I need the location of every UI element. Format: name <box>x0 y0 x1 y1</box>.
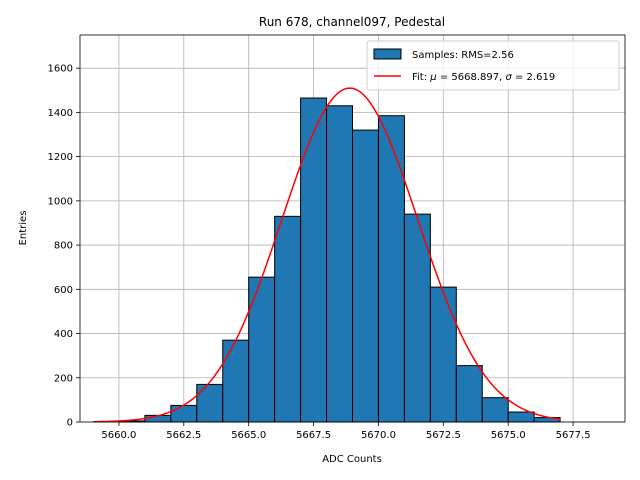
y-tick-label: 1200 <box>48 152 73 163</box>
histogram-bar <box>274 215 302 423</box>
histogram-bar <box>377 115 405 423</box>
chart-title: Run 678, channel097, Pedestal <box>259 15 445 29</box>
histogram-bar <box>326 105 353 423</box>
legend-label-samples: Samples: RMS=2.56 <box>412 50 514 61</box>
x-tick-label: 5672.5 <box>426 430 461 441</box>
y-tick-label: 400 <box>54 329 73 340</box>
plot-frame <box>79 34 626 423</box>
y-tick-label: 600 <box>54 285 73 296</box>
legend-box <box>366 40 620 91</box>
legend-swatch-samples <box>373 48 402 60</box>
x-tick-label: 5662.5 <box>166 430 201 441</box>
x-tick-label: 5675.0 <box>491 430 526 441</box>
y-tick-label: 200 <box>54 373 73 384</box>
y-tick-label: 1400 <box>48 108 73 119</box>
x-tick-label: 5677.5 <box>556 430 591 441</box>
x-tick-label: 5667.5 <box>296 430 331 441</box>
y-tick-label: 1000 <box>48 196 73 207</box>
x-tick-label: 5660.0 <box>101 430 136 441</box>
legend-label-fit: Fit: μ = 5668.897, σ = 2.619 <box>412 72 555 83</box>
x-tick-label: 5670.0 <box>361 430 396 441</box>
y-tick-label: 0 <box>67 418 73 429</box>
histogram-bar <box>481 397 509 423</box>
x-axis-label: ADC Counts <box>322 454 382 465</box>
x-axis-ticks: 5660.0 5662.5 5665.0 5667.5 5670.0 5672.5 5675… <box>101 422 591 441</box>
histogram-bar <box>352 129 379 423</box>
histogram-bar <box>429 286 457 423</box>
histogram-bar <box>507 411 535 423</box>
y-tick-label: 1600 <box>48 64 73 75</box>
x-tick-label: 5665.0 <box>231 430 266 441</box>
y-axis-ticks: 0 200 400 600 800 1000 1200 1400 1600 <box>48 64 80 429</box>
histogram-bar <box>455 365 483 423</box>
legend: Samples: RMS=2.56 Fit: μ = 5668.897, σ =… <box>366 40 620 91</box>
histogram-bar <box>222 339 250 423</box>
histogram-bar <box>300 97 328 423</box>
y-axis-label: Entries <box>18 211 29 246</box>
histogram-bar <box>248 276 276 423</box>
y-tick-label: 800 <box>54 241 73 252</box>
fit-curve <box>92 87 561 423</box>
histogram-bar <box>170 404 198 423</box>
histogram-bar <box>196 383 224 423</box>
